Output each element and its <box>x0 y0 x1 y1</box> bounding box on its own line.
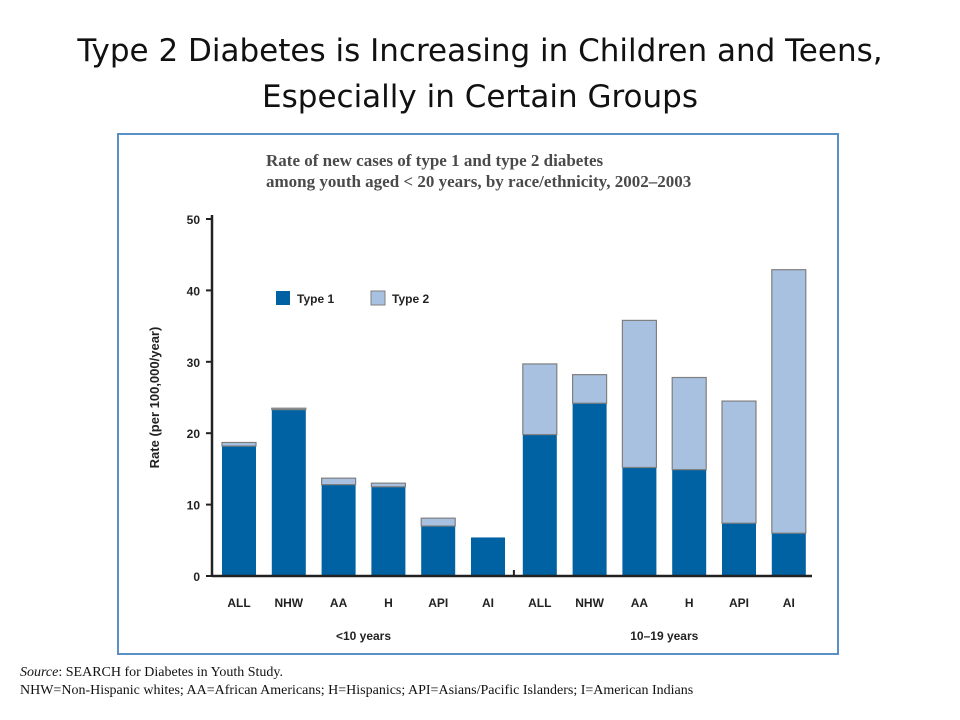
bar-type2 <box>721 400 757 524</box>
bar-type1 <box>672 469 707 576</box>
legend-label: Type 1 <box>297 292 334 306</box>
abbreviations-line: NHW=Non-Hispanic whites; AA=African Amer… <box>20 683 694 698</box>
chart-title-line-1: Rate of new cases of type 1 and type 2 d… <box>266 151 604 170</box>
bar-type2 <box>671 376 707 471</box>
y-tick-label: 0 <box>193 570 200 584</box>
legend-label: Type 2 <box>392 292 429 306</box>
x-tick-label: AI <box>783 596 795 610</box>
bar-type1 <box>271 409 306 576</box>
y-tick-label: 20 <box>187 427 201 441</box>
bar-type1 <box>421 526 456 576</box>
y-tick-label: 10 <box>187 499 201 513</box>
bar-type2 <box>420 517 456 527</box>
bar-type2 <box>621 319 657 469</box>
slide-title-line-2: Especially in Certain Groups <box>262 79 698 115</box>
legend-swatch <box>276 291 290 305</box>
slide-title-line-1: Type 2 Diabetes is Increasing in Childre… <box>77 33 883 69</box>
x-tick-label: AI <box>482 596 494 610</box>
x-tick-label: API <box>428 596 448 610</box>
bar-type2 <box>271 407 307 411</box>
bar-type2 <box>321 477 357 486</box>
bar-type2 <box>572 374 608 404</box>
x-tick-label: AA <box>330 596 348 610</box>
chart-title: Rate of new cases of type 1 and type 2 d… <box>266 150 726 192</box>
bar-type2 <box>370 482 406 488</box>
bar-type1 <box>321 484 356 576</box>
x-tick-label: ALL <box>528 596 551 610</box>
bar-type1 <box>371 486 406 576</box>
chart-panel: Rate of new cases of type 1 and type 2 d… <box>117 133 839 655</box>
y-tick-label: 30 <box>187 356 201 370</box>
slide-title: Type 2 Diabetes is Increasing in Childre… <box>0 28 960 120</box>
x-tick-label: API <box>729 596 749 610</box>
stacked-bar-chart: 0 10 20 30 40 50 Rate (per 100,000/year) ALL NHW… <box>147 213 812 643</box>
x-tick-label: H <box>384 596 393 610</box>
x-tick-label: NHW <box>575 596 604 610</box>
y-tick-label: 40 <box>187 284 201 298</box>
bar-type1 <box>622 467 657 576</box>
x-tick-label: NHW <box>274 596 303 610</box>
group-label: <10 years <box>336 629 391 643</box>
bar-type2 <box>771 269 807 534</box>
source-label: Source <box>20 665 59 680</box>
source-text: : SEARCH for Diabetes in Youth Study. <box>58 665 284 680</box>
bar-type1 <box>771 533 806 576</box>
bar-type2 <box>522 363 558 436</box>
chart-title-line-2: among youth aged < 20 years, by race/eth… <box>266 172 692 191</box>
bar-type1 <box>522 434 557 576</box>
group-label: 10–19 years <box>630 629 698 643</box>
y-axis-title: Rate (per 100,000/year) <box>147 327 162 469</box>
footnote: Source: SEARCH for Diabetes in Youth Stu… <box>20 664 693 700</box>
x-tick-label: H <box>685 596 694 610</box>
y-tick-label: 50 <box>187 213 201 227</box>
x-tick-label: ALL <box>227 596 250 610</box>
bar-type2 <box>221 441 257 447</box>
legend-swatch <box>370 290 386 306</box>
source-line: Source: SEARCH for Diabetes in Youth Stu… <box>20 664 693 682</box>
x-tick-label: AA <box>631 596 649 610</box>
bar-type1 <box>722 523 756 576</box>
bar-type1 <box>471 537 505 576</box>
bar-type1 <box>572 403 607 576</box>
bar-type1 <box>222 446 256 576</box>
